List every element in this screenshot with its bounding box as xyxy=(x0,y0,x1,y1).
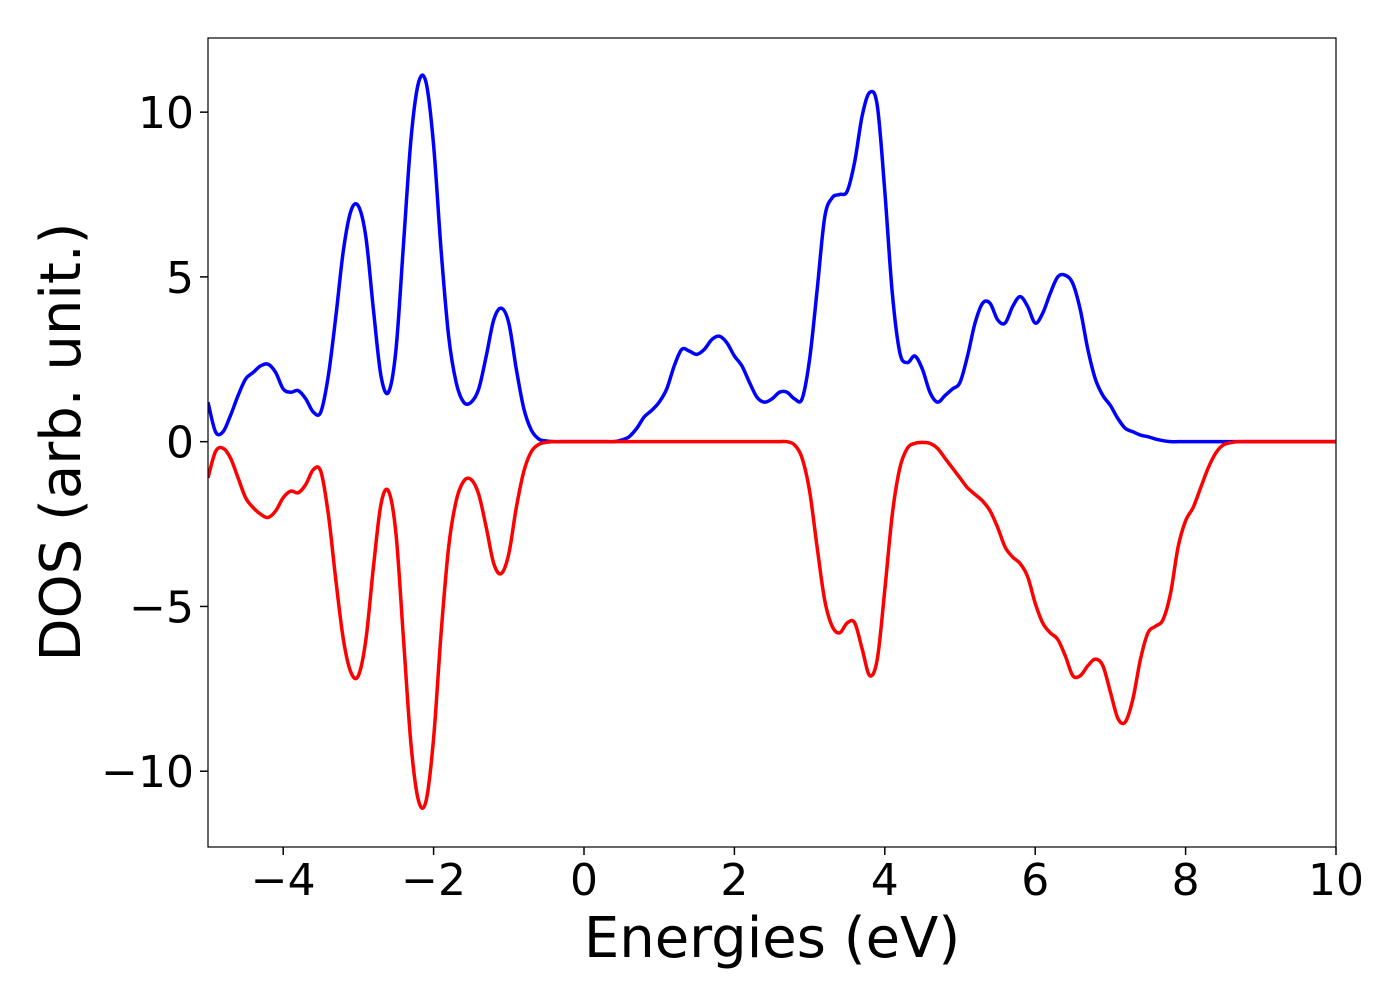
plot-frame xyxy=(207,37,1337,848)
x-tick-label: 8 xyxy=(1172,855,1200,906)
x-tick-label: 6 xyxy=(1021,855,1049,906)
x-tick-label: 0 xyxy=(570,855,598,906)
y-tick-label: 5 xyxy=(166,253,194,304)
x-tick-label: −2 xyxy=(401,855,466,906)
x-tick-label: −4 xyxy=(251,855,316,906)
y-tick-label: −5 xyxy=(129,582,194,633)
line-series xyxy=(208,73,1336,444)
line-series xyxy=(208,439,1336,811)
y-tick-label: 0 xyxy=(166,418,194,469)
x-tick-label: 4 xyxy=(871,855,899,906)
y-tick-label: −10 xyxy=(101,747,194,798)
x-tick-label: 10 xyxy=(1308,855,1364,906)
x-tick-label: 2 xyxy=(720,855,748,906)
y-axis-label: DOS (arb. unit.) xyxy=(29,222,94,661)
y-tick-label: 10 xyxy=(138,88,194,139)
x-axis-label: Energies (eV) xyxy=(584,906,960,971)
